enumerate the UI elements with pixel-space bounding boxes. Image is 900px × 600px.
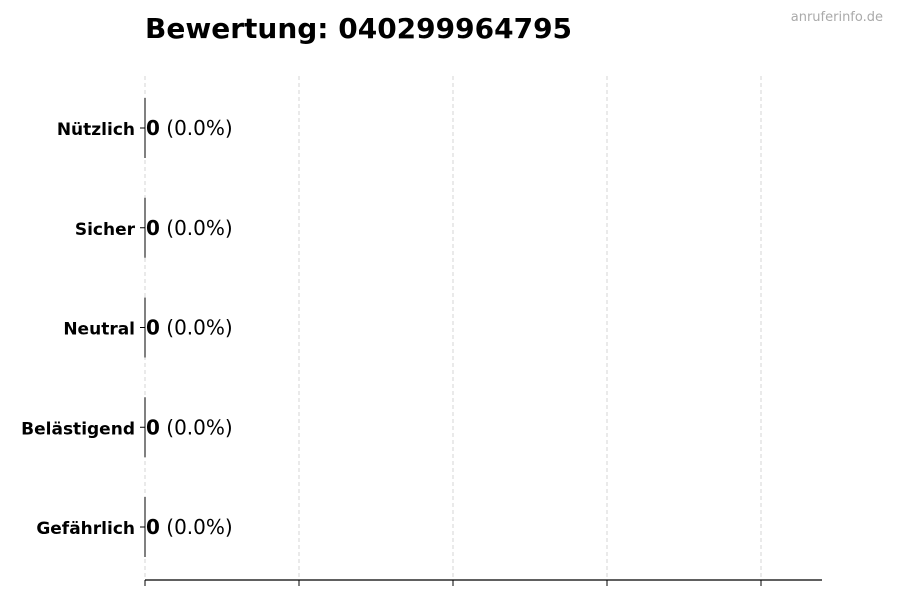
y-tick-label: Sicher bbox=[75, 220, 136, 240]
percent-label: (0.0%) bbox=[160, 116, 233, 140]
value-label: 0 bbox=[146, 316, 160, 340]
y-tick-label: Gefährlich bbox=[36, 519, 135, 539]
value-label: 0 bbox=[146, 216, 160, 240]
data-label: 0 (0.0%) bbox=[146, 216, 233, 240]
data-label: 0 (0.0%) bbox=[146, 116, 233, 140]
percent-label: (0.0%) bbox=[160, 415, 233, 439]
value-label: 0 bbox=[146, 415, 160, 439]
y-tick-label: Neutral bbox=[63, 320, 135, 340]
data-label: 0 (0.0%) bbox=[146, 316, 233, 340]
data-label: 0 (0.0%) bbox=[146, 415, 233, 439]
percent-label: (0.0%) bbox=[160, 515, 233, 539]
y-tick-label: Nützlich bbox=[57, 120, 135, 140]
chart-title: Bewertung: 040299964795 bbox=[145, 12, 573, 45]
y-tick-label: Belästigend bbox=[21, 419, 135, 439]
percent-label: (0.0%) bbox=[160, 216, 233, 240]
percent-label: (0.0%) bbox=[160, 316, 233, 340]
watermark: anruferinfo.de bbox=[790, 10, 883, 25]
data-label: 0 (0.0%) bbox=[146, 515, 233, 539]
value-label: 0 bbox=[146, 116, 160, 140]
value-label: 0 bbox=[146, 515, 160, 539]
